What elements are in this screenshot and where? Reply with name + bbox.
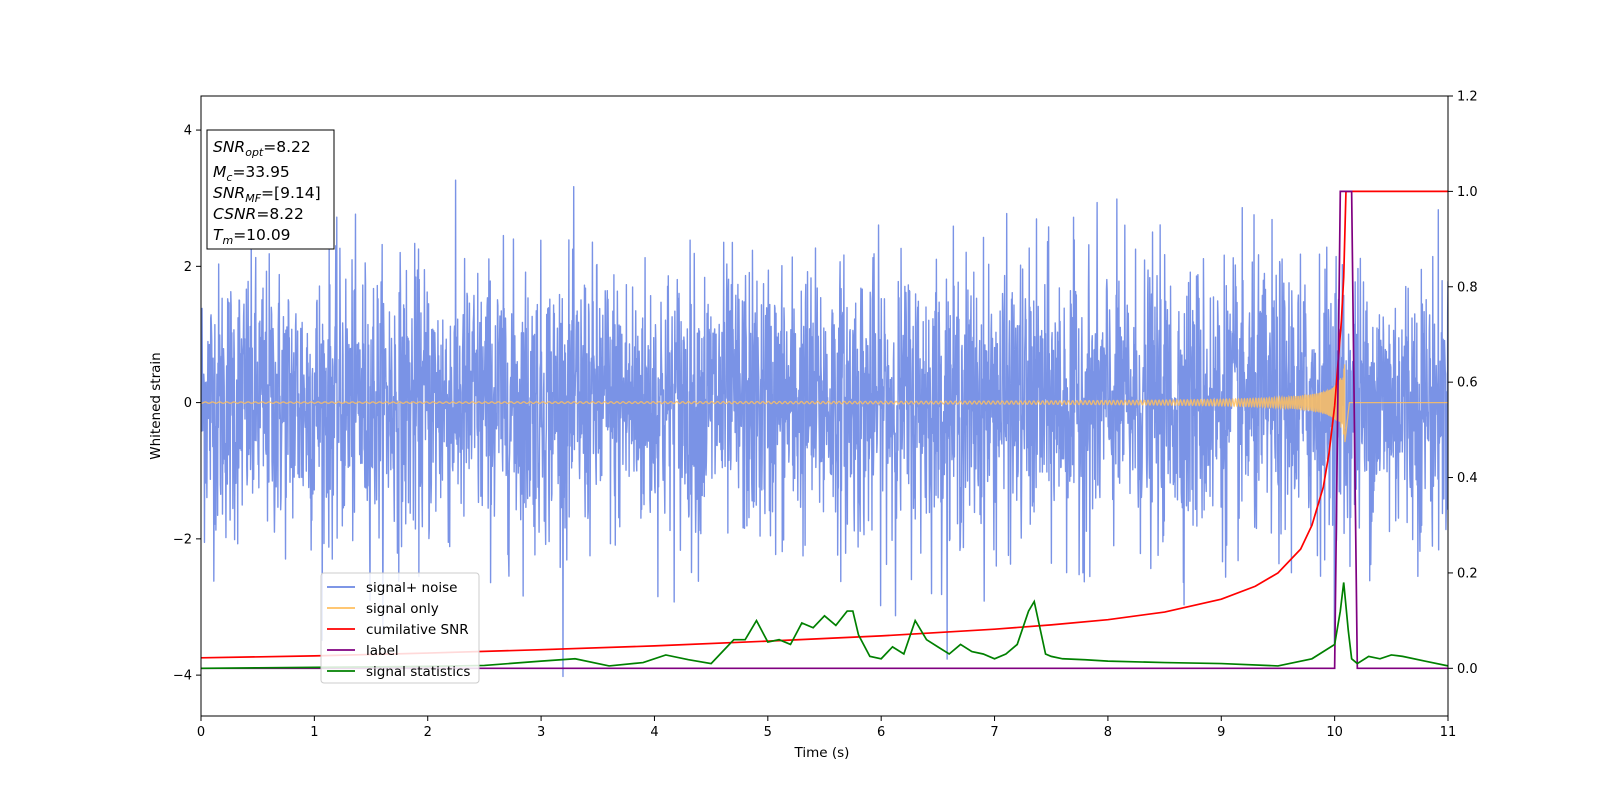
y-axis-right: 1.2 1.0 0.8 0.6 0.4 0.2 0.0 — [1448, 90, 1478, 677]
series-label — [201, 190, 1448, 670]
x-tick-label: 10 — [1326, 725, 1343, 740]
legend: signal+ noise signal only cumilative SNR la… — [320, 572, 480, 684]
annotation-snr-mf: SNRMF=[9.14] — [213, 184, 321, 205]
y2-tick-label: 0.0 — [1457, 662, 1478, 677]
legend-label: signal statistics — [366, 664, 470, 680]
y-tick-label: 4 — [184, 124, 192, 139]
annotation-box: SNRopt=8.22 Mc=33.95 SNRMF=[9.14] CSNR=8… — [206, 129, 335, 250]
x-tick-label: 1 — [310, 725, 318, 740]
x-axis-label: Time (s) — [794, 745, 850, 761]
x-tick-label: 0 — [197, 725, 205, 740]
y2-tick-label: 1.0 — [1457, 185, 1478, 200]
legend-label: label — [366, 643, 399, 659]
y2-tick-label: 0.2 — [1457, 566, 1478, 581]
y-tick-label: 2 — [184, 260, 192, 275]
y-axis-left: 4 2 0 −2 −4 — [173, 124, 201, 684]
x-tick-label: 11 — [1440, 725, 1457, 740]
y-tick-label: −4 — [173, 669, 192, 684]
legend-label: signal+ noise — [366, 580, 457, 596]
x-tick-label: 9 — [1217, 725, 1225, 740]
annotation-snr-opt: SNRopt=8.22 — [213, 138, 311, 159]
x-tick-label: 6 — [877, 725, 885, 740]
series-cumulative-snr — [201, 190, 1448, 659]
series-signal-noise — [201, 179, 1448, 678]
plot-area — [201, 179, 1448, 678]
annotation-tm: Tm=10.09 — [213, 226, 291, 247]
annotation-csnr: CSNR=8.22 — [213, 205, 304, 223]
x-axis: 0 1 2 3 4 5 6 7 8 9 10 11 — [197, 716, 1456, 740]
y-axis-label: Whitened strain — [148, 352, 164, 459]
x-tick-label: 5 — [764, 725, 772, 740]
x-tick-label: 7 — [990, 725, 998, 740]
y2-tick-label: 1.2 — [1457, 90, 1478, 105]
annotation-mc: Mc=33.95 — [213, 163, 290, 184]
y2-tick-label: 0.4 — [1457, 471, 1478, 486]
y-tick-label: −2 — [173, 532, 192, 547]
plot-frame — [200, 95, 1449, 717]
legend-label: signal only — [366, 601, 439, 617]
legend-label: cumilative SNR — [366, 622, 469, 638]
x-tick-label: 2 — [424, 725, 432, 740]
series-signal-statistics — [201, 582, 1448, 670]
x-tick-label: 3 — [537, 725, 545, 740]
x-tick-label: 4 — [650, 725, 658, 740]
y2-tick-label: 0.8 — [1457, 280, 1478, 295]
y2-tick-label: 0.6 — [1457, 376, 1478, 391]
x-tick-label: 8 — [1104, 725, 1112, 740]
y-tick-label: 0 — [184, 396, 192, 411]
series-signal-only — [201, 364, 1448, 443]
